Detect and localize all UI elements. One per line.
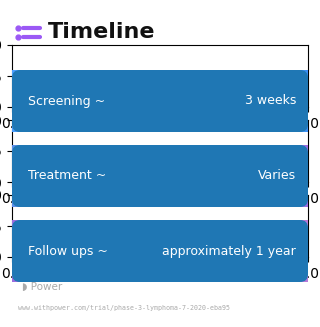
Text: ◗ Power: ◗ Power — [22, 282, 62, 292]
FancyBboxPatch shape — [12, 220, 308, 282]
Text: www.withpower.com/trial/phase-3-lymphoma-7-2020-eba95: www.withpower.com/trial/phase-3-lymphoma… — [18, 305, 230, 311]
Text: Timeline: Timeline — [48, 23, 156, 43]
Text: Screening ~: Screening ~ — [28, 95, 105, 108]
Text: Follow ups ~: Follow ups ~ — [28, 245, 108, 257]
Text: Varies: Varies — [258, 169, 296, 182]
Text: Treatment ~: Treatment ~ — [28, 169, 106, 182]
Text: 3 weeks: 3 weeks — [244, 95, 296, 108]
FancyBboxPatch shape — [12, 70, 308, 132]
Text: approximately 1 year: approximately 1 year — [162, 245, 296, 257]
FancyBboxPatch shape — [12, 145, 308, 207]
